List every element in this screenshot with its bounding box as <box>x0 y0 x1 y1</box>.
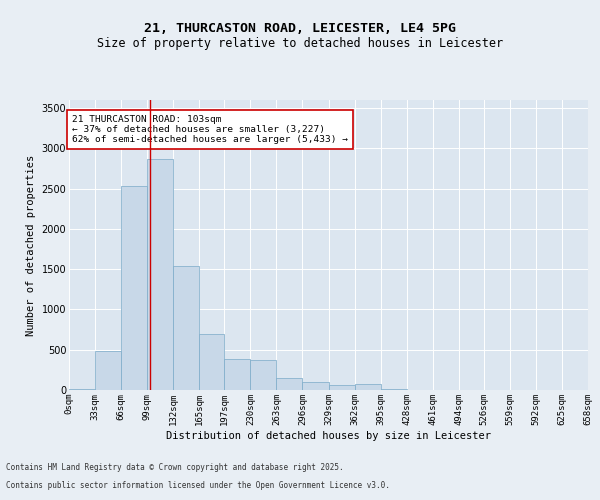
Bar <box>380 388 407 390</box>
Bar <box>147 159 173 390</box>
Y-axis label: Number of detached properties: Number of detached properties <box>26 154 36 336</box>
Bar <box>69 388 95 390</box>
Bar <box>277 378 302 390</box>
Bar <box>355 384 380 390</box>
Text: Contains HM Land Registry data © Crown copyright and database right 2025.: Contains HM Land Registry data © Crown c… <box>6 464 344 472</box>
Text: 21 THURCASTON ROAD: 103sqm
← 37% of detached houses are smaller (3,227)
62% of s: 21 THURCASTON ROAD: 103sqm ← 37% of deta… <box>72 114 348 144</box>
Text: Contains public sector information licensed under the Open Government Licence v3: Contains public sector information licen… <box>6 481 390 490</box>
Text: Size of property relative to detached houses in Leicester: Size of property relative to detached ho… <box>97 38 503 51</box>
Bar <box>302 382 329 390</box>
Bar <box>329 386 355 390</box>
Bar <box>121 186 147 390</box>
Bar <box>250 360 277 390</box>
Bar <box>199 334 224 390</box>
Bar <box>95 352 121 390</box>
X-axis label: Distribution of detached houses by size in Leicester: Distribution of detached houses by size … <box>166 430 491 440</box>
Bar <box>224 360 250 390</box>
Text: 21, THURCASTON ROAD, LEICESTER, LE4 5PG: 21, THURCASTON ROAD, LEICESTER, LE4 5PG <box>144 22 456 36</box>
Bar <box>173 266 199 390</box>
